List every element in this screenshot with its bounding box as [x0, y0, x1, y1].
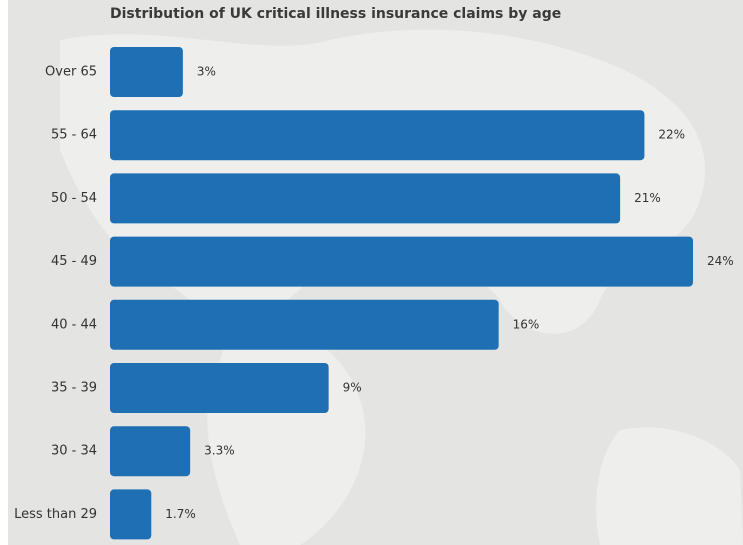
category-label: 30 - 34 — [51, 444, 97, 459]
left-strip — [0, 0, 8, 545]
value-label: 3.3% — [204, 444, 235, 458]
bar — [110, 426, 191, 477]
value-label: 9% — [343, 381, 362, 395]
bar — [110, 236, 693, 287]
category-label: 50 - 54 — [51, 191, 97, 206]
bar — [110, 363, 329, 413]
category-label: 35 - 39 — [51, 381, 97, 396]
category-label: Over 65 — [45, 65, 97, 80]
value-label: 22% — [658, 128, 685, 142]
category-label: Less than 29 — [14, 507, 97, 522]
bar — [110, 173, 621, 224]
value-label: 21% — [634, 191, 661, 205]
value-label: 16% — [513, 317, 540, 331]
category-label: 55 - 64 — [51, 128, 97, 143]
value-label: 24% — [707, 254, 734, 268]
bar — [110, 299, 499, 350]
value-label: 3% — [197, 65, 216, 79]
bar — [110, 110, 645, 161]
bar — [110, 489, 152, 540]
category-label: 40 - 44 — [51, 317, 97, 332]
bar — [110, 47, 183, 97]
category-label: 45 - 49 — [51, 254, 97, 269]
value-label: 1.7% — [165, 507, 196, 521]
chart-title: Distribution of UK critical illness insu… — [110, 6, 561, 22]
